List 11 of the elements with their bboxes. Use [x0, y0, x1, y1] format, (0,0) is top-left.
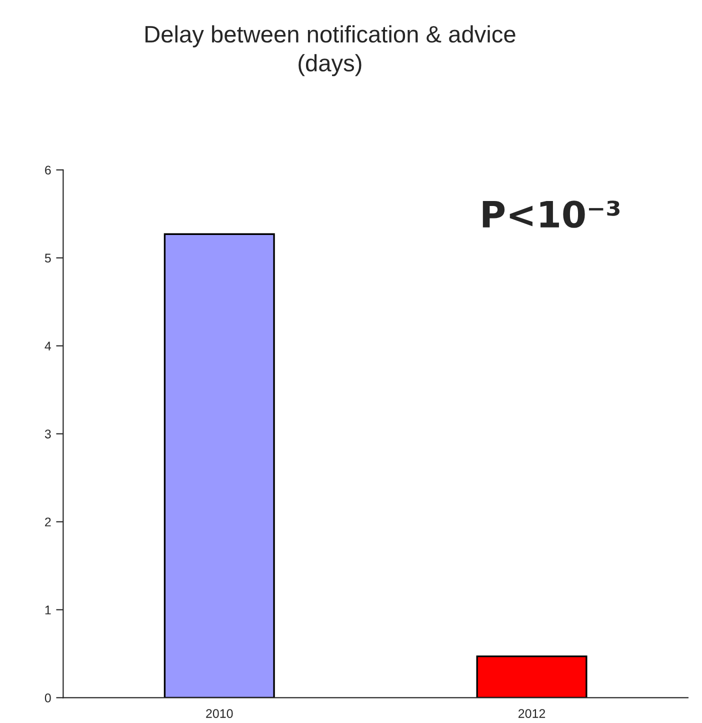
y-tick-label: 5	[44, 254, 51, 263]
x-tick-label: 2012	[518, 709, 546, 718]
y-tick-label: 4	[44, 342, 52, 350]
y-tick-label: 3	[44, 430, 51, 438]
y-tick-label: 0	[44, 693, 51, 702]
annotation: P<10⁻³	[482, 200, 620, 228]
x-tick-label: 2010	[206, 709, 233, 718]
y-tick-label: 1	[45, 606, 51, 614]
chart-title: Delay between notification & advice (days)	[146, 25, 516, 76]
y-tick-label: 2	[45, 518, 51, 526]
y-tick-label: 6	[45, 166, 51, 175]
